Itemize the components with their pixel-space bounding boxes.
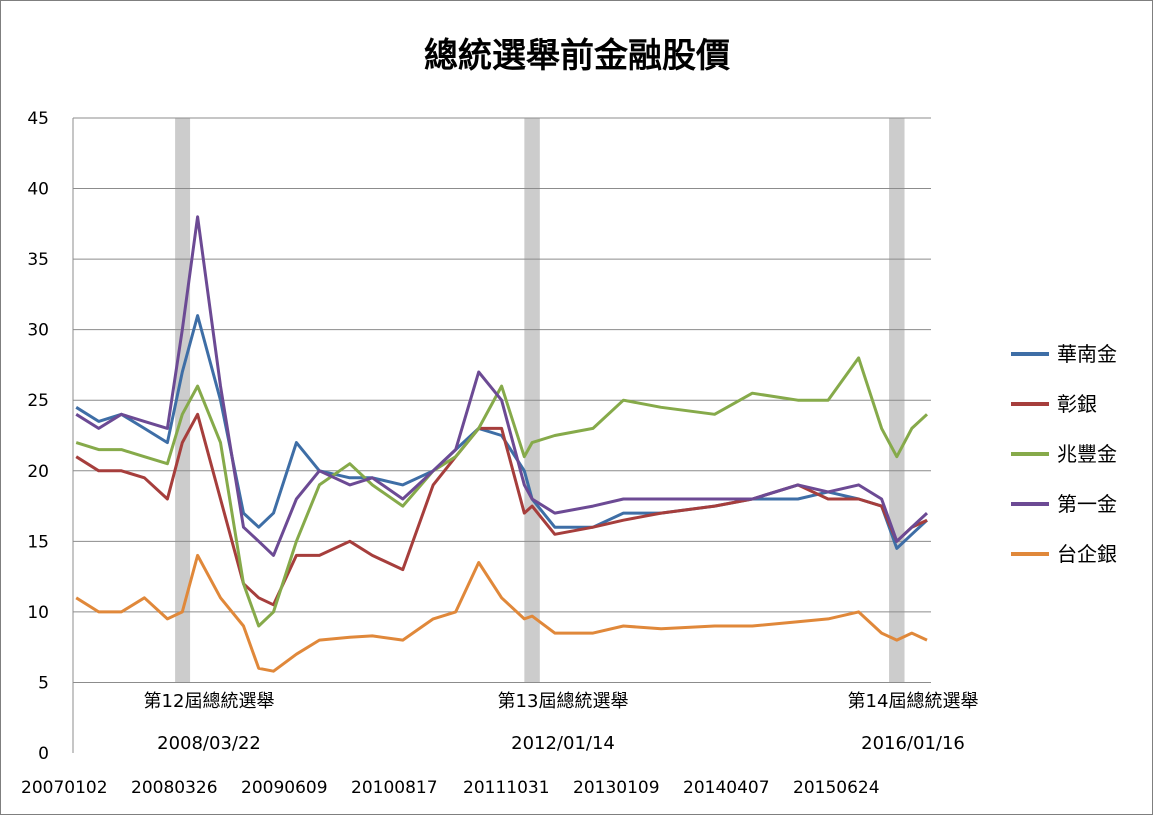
gridlines	[73, 117, 931, 683]
legend-label: 華南金	[1057, 342, 1117, 366]
legend-label: 兆豐金	[1057, 442, 1117, 466]
y-tick-label: 5	[38, 673, 49, 693]
x-tick-label: 20130109	[573, 778, 660, 798]
y-tick-label: 40	[27, 180, 49, 200]
x-tick-label: 20090609	[241, 778, 328, 798]
election-label: 第12屆總統選舉	[144, 691, 275, 712]
legend-label: 第一金	[1057, 492, 1117, 516]
legend-label: 彰銀	[1057, 392, 1097, 416]
y-tick-label: 15	[27, 532, 49, 552]
x-tick-label: 20100817	[351, 778, 438, 798]
y-tick-label: 20	[27, 462, 49, 482]
y-tick-label: 10	[27, 603, 49, 623]
series-line-5	[75, 553, 928, 673]
series-line-2	[75, 412, 928, 607]
x-tick-label: 20111031	[463, 778, 550, 798]
legend-label: 台企銀	[1057, 542, 1117, 566]
series-lines	[75, 215, 929, 673]
x-tick-label: 20140407	[683, 778, 770, 798]
y-tick-label: 25	[27, 391, 49, 411]
election-date: 2012/01/14	[511, 733, 615, 754]
x-tick-label: 20150624	[793, 778, 880, 798]
election-date: 2016/01/16	[861, 733, 965, 754]
election-label: 第14屆總統選舉	[848, 691, 979, 712]
election-label: 第13屆總統選舉	[498, 691, 629, 712]
y-tick-label: 45	[27, 109, 49, 129]
series-line-4	[75, 215, 929, 557]
x-tick-label: 20070102	[21, 778, 108, 798]
y-tick-label: 35	[27, 250, 49, 270]
x-tick-label: 20080326	[131, 778, 218, 798]
election-date: 2008/03/22	[157, 733, 261, 754]
annotations: 第12屆總統選舉 2008/03/22 第13屆總統選舉 2012/01/14 第14屆…	[144, 691, 979, 754]
axes: 0 5 10 15 20 25 30 35 40 45 20070102 20080326 200906…	[21, 109, 880, 798]
chart-title: 總統選舉前金融股價	[424, 36, 730, 76]
series-line-3	[75, 356, 929, 628]
y-tick-label: 0	[38, 744, 49, 764]
y-tick-label: 30	[27, 321, 49, 341]
